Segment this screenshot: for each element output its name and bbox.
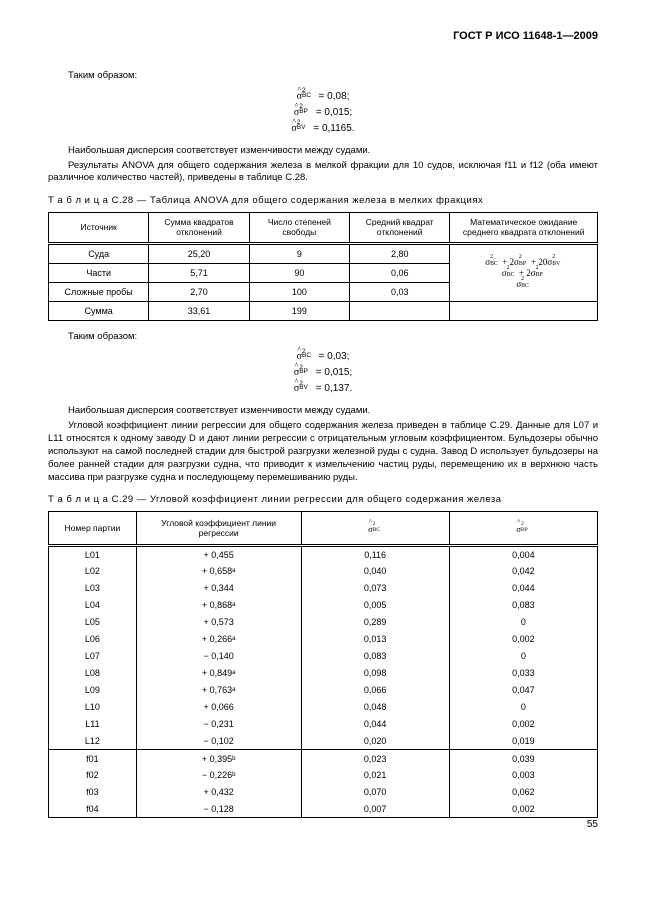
table-row: L03+ 0,3440,0730,044: [49, 580, 598, 597]
table-row: f02− 0,226ᵇ0,0210,003: [49, 767, 598, 784]
table-caption-28: Т а б л и ц а C.28 — Таблица ANOVA для о…: [48, 195, 598, 206]
table-row: L12− 0,1020,0200,019: [49, 733, 598, 750]
anova-table-c28: Источник Сумма квадратов отклонений Числ…: [48, 212, 598, 320]
equation-block-1: σ2BC = 0,08; σ2BP = 0,015; σ2BV = 0,1165…: [48, 89, 598, 137]
document-header: ГОСТ Р ИСО 11648-1—2009: [48, 30, 598, 42]
table-row: L02+ 0,658ᵃ0,0400,042: [49, 563, 598, 580]
regression-table-c29: Номер партии Угловой коэффициент линии р…: [48, 511, 598, 818]
table-row: L04+ 0,868ᵃ0,0050,083: [49, 597, 598, 614]
table-caption-29: Т а б л и ц а C.29 — Угловой коэффициент…: [48, 494, 598, 505]
table-row: L01+ 0,4550,1160,004: [49, 546, 598, 563]
table-row: L06+ 0,266ᵃ0,0130,002: [49, 631, 598, 648]
table-row: f03+ 0,4320,0700,062: [49, 784, 598, 801]
table-row: f04− 0,1280,0070,002: [49, 801, 598, 818]
paragraph-4: Угловой коэффициент линии регрессии для …: [48, 420, 598, 484]
paragraph-thus-2: Таким образом:: [48, 331, 598, 344]
paragraph-1: Наибольшая дисперсия соответствует измен…: [48, 145, 598, 158]
table-row: L09+ 0,763ᵃ0,0660,047: [49, 682, 598, 699]
paragraph-thus-1: Таким образом:: [48, 70, 598, 83]
table-row: L08+ 0,849ᵃ0,0980,033: [49, 665, 598, 682]
table-row: f01+ 0,395ᵇ0,0230,039: [49, 750, 598, 767]
paragraph-3: Наибольшая дисперсия соответствует измен…: [48, 405, 598, 418]
equation-block-2: σ2BC = 0,03; σ2BP = 0,015; σ2BV = 0,137.: [48, 349, 598, 397]
table-row: L11− 0,2310,0440,002: [49, 716, 598, 733]
table-row: L10+ 0,0660,0480: [49, 699, 598, 716]
table-row: L05+ 0,5730,2890: [49, 614, 598, 631]
page-number: 55: [587, 819, 598, 830]
table-row: L07− 0,1400,0830: [49, 648, 598, 665]
paragraph-2: Результаты ANOVA для общего содержания ж…: [48, 160, 598, 186]
